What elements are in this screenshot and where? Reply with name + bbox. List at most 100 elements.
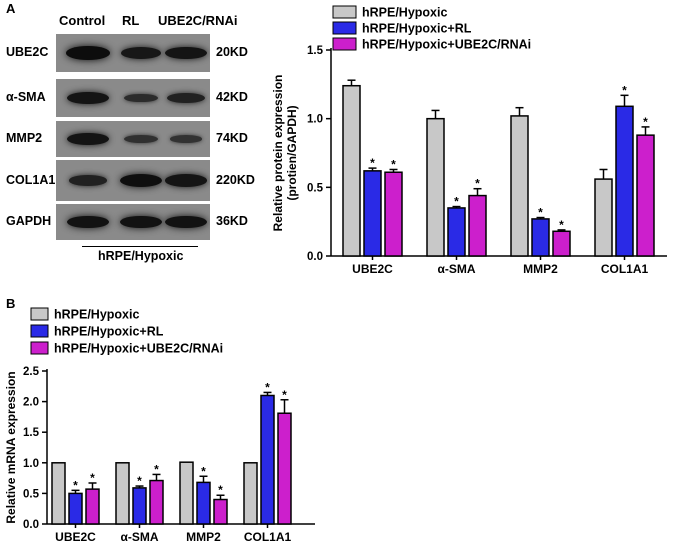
legend-swatch: [30, 307, 49, 321]
significance-marker: *: [454, 195, 459, 209]
y-tick-label: 1.5: [307, 45, 324, 57]
bar: [552, 230, 571, 257]
blot-size-label: 36KD: [216, 214, 248, 228]
bar: [243, 462, 258, 525]
blot-row: α-SMA 42KD: [0, 79, 270, 117]
significance-marker: *: [218, 483, 223, 497]
blot-band: [165, 46, 207, 60]
blot-size-label: 74KD: [216, 131, 248, 145]
bar: [363, 170, 382, 257]
y-tick-label: 1.0: [23, 458, 39, 470]
blot-band: [66, 46, 110, 60]
significance-marker: *: [622, 83, 627, 97]
lane-label-control: Control: [59, 13, 106, 28]
bar: [115, 462, 130, 525]
bar: [384, 171, 403, 257]
x-tick-label: COL1A1: [244, 530, 292, 541]
bar: [85, 488, 100, 525]
y-axis-label-line: (protien/GAPDH): [285, 105, 299, 200]
bar: [594, 178, 613, 257]
bar: [636, 134, 655, 257]
significance-marker: *: [538, 206, 543, 220]
blot-band: [165, 174, 207, 187]
blot-size-label: 220KD: [216, 172, 255, 187]
lane-label-rl: RL: [122, 13, 140, 28]
blot-row: MMP2 74KD: [0, 121, 270, 159]
group-bracket-line: [82, 246, 198, 247]
blot-band: [69, 175, 107, 186]
y-tick-label: 2.0: [23, 397, 39, 409]
x-tick-label: α-SMA: [120, 530, 158, 541]
y-tick-label: 0.5: [23, 488, 40, 500]
legend-label: hRPE/Hypoxic+UBE2C/RNAi: [54, 342, 223, 356]
protein-expression-chart: hRPE/Hypoxic hRPE/Hypoxic+RL hRPE/Hypoxic+…: [271, 5, 667, 276]
blot-band: [165, 215, 207, 229]
significance-marker: *: [265, 380, 270, 394]
blot-row: GAPDH 36KD: [0, 204, 270, 242]
bar: [615, 105, 634, 257]
blot-strip: [56, 34, 210, 72]
legend-label: hRPE/Hypoxic: [362, 6, 447, 20]
lane-label-rnai: UBE2C/RNAi: [158, 13, 238, 28]
blot-band: [169, 135, 203, 143]
blot-band: [120, 47, 162, 59]
legend-label: hRPE/Hypoxic+RL: [362, 22, 472, 36]
bar: [277, 412, 292, 525]
bar: [342, 84, 361, 257]
significance-marker: *: [370, 156, 375, 170]
bar: [510, 115, 529, 257]
blot-strip: [56, 160, 210, 201]
significance-marker: *: [282, 388, 287, 402]
legend-swatch: [332, 37, 357, 51]
significance-marker: *: [90, 471, 95, 485]
x-tick-label: α-SMA: [437, 262, 475, 276]
legend-swatch: [30, 324, 49, 338]
y-tick-label: 0.5: [307, 182, 324, 194]
y-tick-label: 1.5: [23, 427, 40, 439]
blot-band: [120, 215, 162, 229]
blot-size-label: 20KD: [216, 45, 248, 59]
blot-protein-label: UBE2C: [6, 45, 49, 59]
blot-band: [167, 92, 205, 104]
bar: [447, 207, 466, 257]
mrna-expression-chart: hRPE/Hypoxic hRPE/Hypoxic+RL hRPE/Hypoxic+…: [4, 307, 315, 541]
bar: [68, 492, 83, 525]
blot-strip: [56, 121, 210, 157]
significance-marker: *: [201, 464, 206, 478]
blot-strip: [56, 204, 210, 240]
significance-marker: *: [154, 462, 159, 476]
blot-protein-label: MMP2: [6, 131, 43, 145]
legend-swatch: [332, 5, 357, 19]
y-axis-label: Relative protein expression(protien/GAPD…: [271, 75, 299, 232]
y-tick-label: 0.0: [23, 519, 39, 531]
bar: [51, 462, 66, 525]
bar: [426, 117, 445, 257]
blot-band: [67, 91, 109, 105]
significance-marker: *: [391, 157, 396, 171]
bar: [132, 487, 147, 525]
blot-protein-label: α-SMA: [6, 90, 46, 104]
bar: [213, 498, 228, 525]
blot-band: [67, 132, 109, 146]
bar: [196, 481, 211, 525]
bar: [149, 479, 164, 525]
panel-label-a: A: [6, 1, 16, 16]
group-label: hRPE/Hypoxic: [98, 249, 184, 263]
significance-marker: *: [559, 218, 564, 232]
bar: [260, 394, 275, 525]
y-tick-label: 1.0: [307, 114, 323, 126]
legend-swatch: [30, 341, 49, 355]
panel-label-b: B: [6, 296, 16, 311]
significance-marker: *: [137, 474, 142, 488]
blot-row: UBE2C 20KD: [0, 34, 270, 72]
blot-band: [123, 93, 159, 103]
blot-band: [67, 215, 109, 229]
x-tick-label: MMP2: [186, 530, 221, 541]
blot-band: [124, 135, 158, 143]
x-tick-label: UBE2C: [352, 262, 393, 276]
x-tick-label: COL1A1: [601, 262, 649, 276]
legend-label: hRPE/Hypoxic+RL: [54, 325, 164, 339]
y-tick-label: 0.0: [307, 251, 323, 263]
bar: [468, 194, 487, 257]
